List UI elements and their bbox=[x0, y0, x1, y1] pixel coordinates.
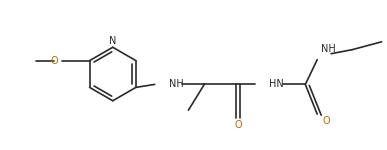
Text: NH: NH bbox=[321, 44, 336, 54]
Text: O: O bbox=[50, 56, 58, 66]
Text: O: O bbox=[234, 120, 242, 130]
Text: O: O bbox=[322, 116, 330, 126]
Text: N: N bbox=[109, 36, 116, 46]
Text: NH: NH bbox=[169, 79, 183, 89]
Text: HN: HN bbox=[269, 79, 283, 89]
